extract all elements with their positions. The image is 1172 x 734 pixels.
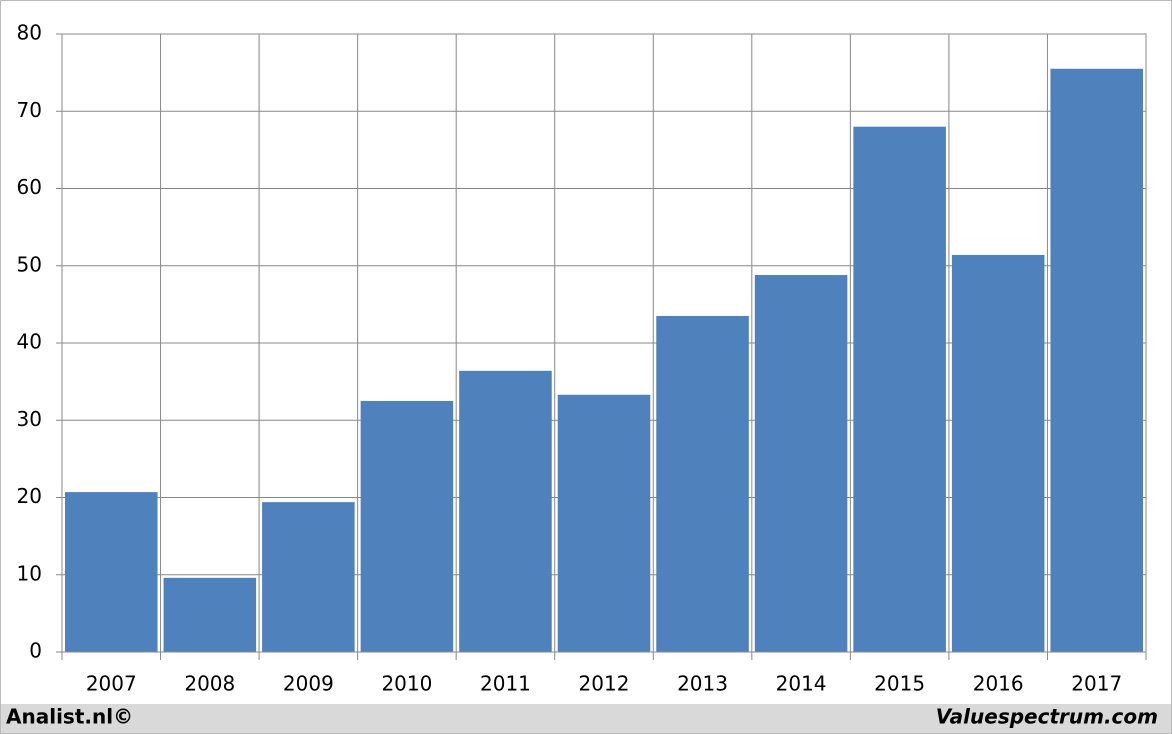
x-tick-label: 2009 <box>283 672 334 696</box>
y-tick-label: 20 <box>17 484 42 508</box>
y-tick-label: 50 <box>17 252 42 276</box>
bar <box>262 502 355 652</box>
bar <box>656 315 749 652</box>
bar <box>754 275 848 652</box>
x-tick-label: 2016 <box>973 672 1024 696</box>
x-tick-label: 2012 <box>579 672 630 696</box>
footer-band <box>1 704 1171 733</box>
x-tick-label: 2010 <box>381 672 432 696</box>
bar <box>163 577 257 652</box>
y-tick-label: 0 <box>29 639 42 663</box>
x-tick-label: 2011 <box>480 672 531 696</box>
bar <box>360 400 454 652</box>
y-tick-label: 10 <box>17 561 42 585</box>
y-tick-label: 30 <box>17 407 42 431</box>
footer-left: Analist.nl© <box>6 705 133 729</box>
bar <box>459 370 552 652</box>
y-tick-label: 40 <box>17 330 42 354</box>
y-tick-label: 80 <box>17 21 42 45</box>
x-tick-label: 2017 <box>1071 672 1122 696</box>
x-tick-label: 2013 <box>677 672 728 696</box>
bar <box>557 394 651 652</box>
bar <box>853 126 946 652</box>
bar <box>1050 68 1143 652</box>
x-tick-label: 2007 <box>86 672 137 696</box>
bar <box>951 254 1045 652</box>
y-tick-label: 60 <box>17 175 42 199</box>
x-tick-label: 2014 <box>776 672 827 696</box>
bar <box>65 492 158 652</box>
x-tick-label: 2015 <box>874 672 925 696</box>
footer-right: Valuespectrum.com <box>936 705 1158 729</box>
x-tick-label: 2008 <box>184 672 235 696</box>
y-tick-label: 70 <box>17 98 42 122</box>
